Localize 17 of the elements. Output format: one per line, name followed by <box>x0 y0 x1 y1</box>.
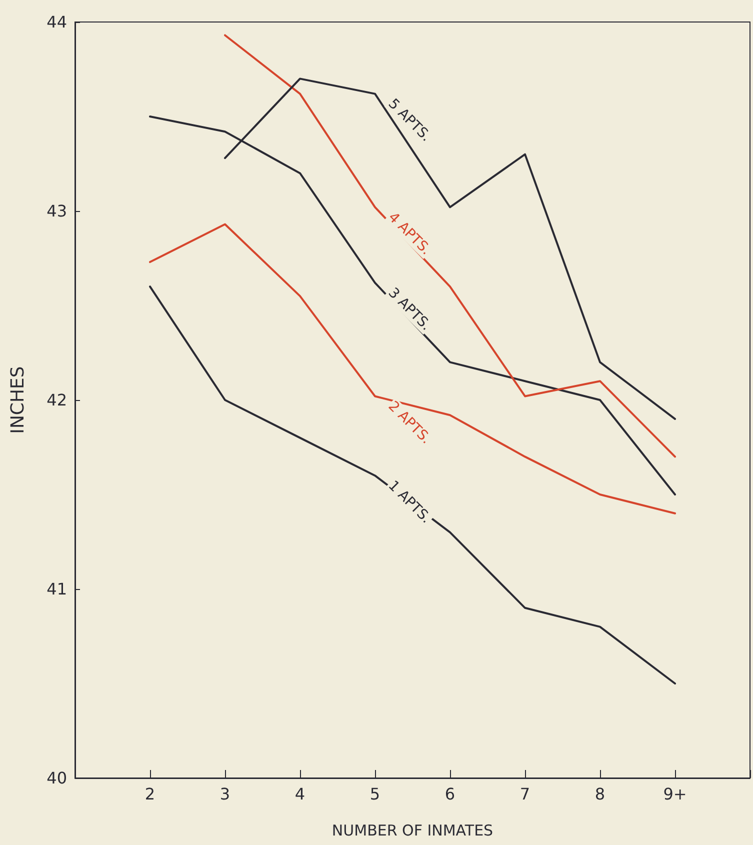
x-tick-label: 2 <box>144 784 156 804</box>
x-axis-title: NUMBER OF INMATES <box>332 822 494 840</box>
x-tick-label: 9+ <box>663 784 687 804</box>
y-tick-label: 44 <box>46 12 67 32</box>
y-tick-label: 41 <box>46 580 67 598</box>
line-series <box>149 286 676 684</box>
y-tick-label: 40 <box>46 768 67 788</box>
y-tick-label: 42 <box>46 390 67 410</box>
y-axis-title: INCHES <box>8 366 28 434</box>
line-series <box>224 34 676 458</box>
y-tick-label: 43 <box>46 202 67 220</box>
x-tick-label: 5 <box>370 784 380 804</box>
x-tick-label: 6 <box>444 784 456 804</box>
x-tick-label: 3 <box>220 784 230 804</box>
x-tick-label: 8 <box>594 784 606 804</box>
x-tick-label: 7 <box>520 784 530 804</box>
x-tick-label: 4 <box>294 784 306 804</box>
